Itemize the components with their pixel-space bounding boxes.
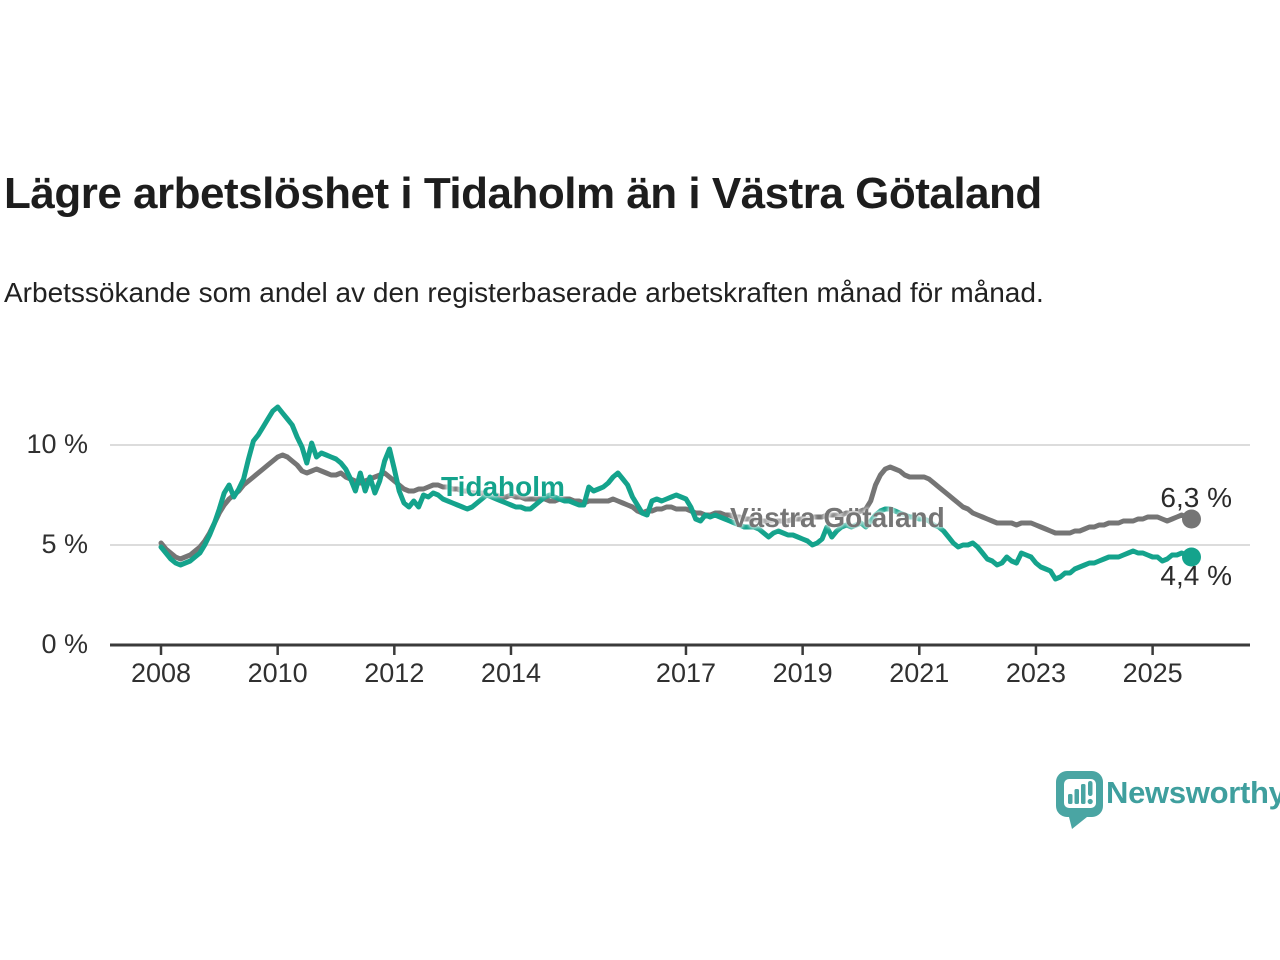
x-tick-label: 2008 bbox=[130, 658, 192, 688]
series-end-dot bbox=[1181, 509, 1201, 529]
y-tick-label: 5 % bbox=[41, 529, 88, 559]
x-tick-label: 2021 bbox=[889, 658, 950, 688]
newsworthy-logo-text: Newsworthy bbox=[1106, 775, 1280, 810]
y-tick-label: 0 % bbox=[41, 629, 88, 659]
newsworthy-logo-icon bbox=[1056, 771, 1103, 829]
series-label-tidaholm: Tidaholm bbox=[441, 471, 565, 502]
x-tick-label: 2023 bbox=[1005, 658, 1066, 688]
series-line-v-stra-g-taland bbox=[158, 452, 1194, 562]
x-tick-label: 2012 bbox=[364, 658, 425, 688]
x-tick-label: 2010 bbox=[247, 658, 308, 688]
chart-subtitle: Arbetssökande som andel av den registerb… bbox=[4, 277, 1044, 308]
x-tick-label: 2019 bbox=[772, 658, 833, 688]
series-end-dot bbox=[1181, 547, 1201, 567]
series-label-vastra-gotaland: Västra Götaland bbox=[730, 502, 945, 533]
latest-value-tidaholm: 4,4 % bbox=[1160, 560, 1232, 591]
newsworthy-logo: Newsworthy bbox=[1054, 769, 1280, 831]
y-tick-label: 10 % bbox=[26, 429, 88, 459]
latest-value-vastra-gotaland: 6,3 % bbox=[1160, 482, 1232, 513]
x-tick-label: 2014 bbox=[480, 658, 541, 688]
page-title: Lägre arbetslöshet i Tidaholm än i Västr… bbox=[4, 169, 1042, 219]
x-tick-label: 2017 bbox=[655, 658, 716, 688]
series-line-tidaholm bbox=[158, 404, 1194, 582]
x-tick-label: 2025 bbox=[1122, 658, 1183, 688]
